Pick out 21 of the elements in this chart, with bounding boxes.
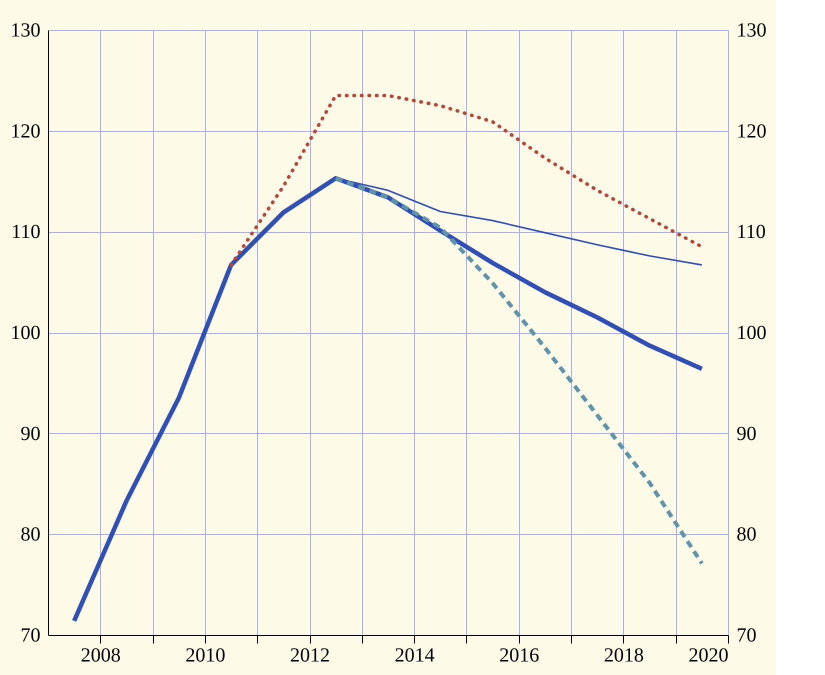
y2-tick-label: 120	[736, 120, 766, 142]
y-tick-label: 90	[20, 422, 40, 445]
y-tick-label: 70	[20, 624, 40, 646]
y-tick-label: 120	[10, 120, 40, 142]
x-tick-label: 2008	[80, 644, 121, 666]
x-tick-label: 2016	[499, 644, 540, 666]
y-tick-label: 80	[20, 524, 40, 546]
y2-tick-label: 90	[736, 422, 756, 445]
y2-tick-label: 130	[736, 20, 766, 42]
x-tick-label: 2020	[688, 644, 728, 666]
x-tick-label: 2014	[394, 644, 435, 666]
x-tick-label: 2012	[290, 644, 330, 666]
x-tick-label: 2018	[604, 644, 644, 666]
y2-tick-label: 110	[736, 221, 766, 244]
y-tick-label: 100	[10, 322, 40, 344]
x-tick-label: 2010	[185, 644, 226, 666]
y-tick-label: 130	[10, 20, 40, 42]
y2-tick-label: 70	[736, 624, 756, 646]
y2-tick-label: 80	[736, 524, 756, 546]
y-tick-label: 110	[11, 221, 40, 244]
y2-tick-label: 100	[736, 322, 766, 344]
